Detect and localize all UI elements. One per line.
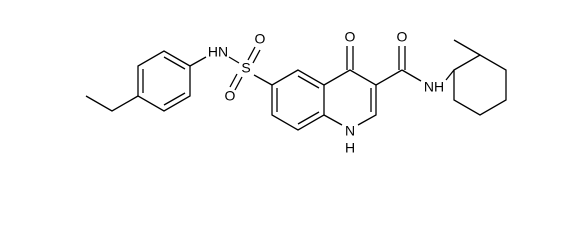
page: HN S O O O O NH N H (() => { const data … xyxy=(85,28,507,156)
bond xyxy=(234,76,243,91)
atom-label: O xyxy=(345,29,356,45)
atom-label: N xyxy=(345,123,355,139)
bond xyxy=(163,92,186,106)
bond xyxy=(445,69,455,81)
bond xyxy=(163,56,186,70)
bond xyxy=(401,69,422,82)
structure-diagram: HN S O O O O NH N H xyxy=(85,29,507,156)
bond xyxy=(252,49,261,64)
bond xyxy=(228,56,240,64)
bond xyxy=(85,95,139,112)
atom-label: O xyxy=(255,31,266,47)
bond xyxy=(323,69,377,126)
bond xyxy=(297,111,320,125)
bond xyxy=(453,39,481,56)
bond xyxy=(189,56,207,67)
atom-label: O xyxy=(225,88,236,104)
molecule: HN S O O O O NH N H xyxy=(85,29,507,156)
bond xyxy=(229,73,238,88)
atom-label: S xyxy=(241,60,250,76)
bond xyxy=(453,54,507,116)
atom-label: O xyxy=(397,29,408,45)
bond xyxy=(297,75,320,89)
bond xyxy=(253,74,273,86)
bond xyxy=(375,69,403,86)
atom-label: NH xyxy=(424,79,444,95)
bond xyxy=(323,114,343,126)
bond xyxy=(137,50,191,112)
bond xyxy=(247,46,256,61)
atom-label: H xyxy=(345,140,355,156)
bond xyxy=(271,69,325,131)
atom-label: HN xyxy=(208,44,228,60)
